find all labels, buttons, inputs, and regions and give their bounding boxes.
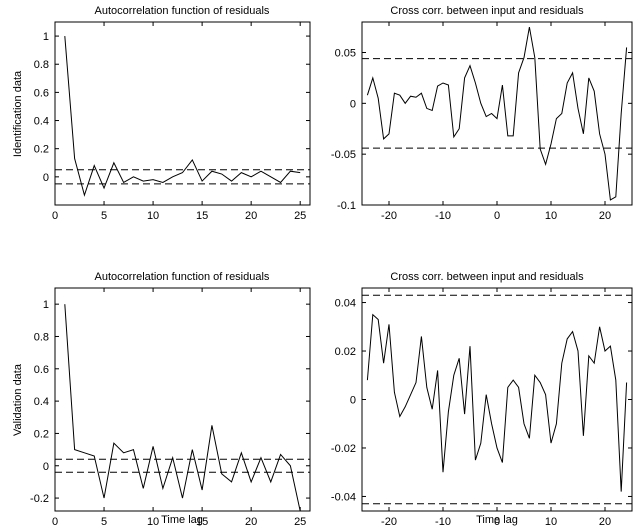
panel-3-title: Autocorrelation function of residuals <box>95 271 270 283</box>
panel-3-xtick-label: 10 <box>147 516 159 526</box>
panel-1-confidence-bounds <box>55 169 310 185</box>
panel-3-xtick-label: 5 <box>101 516 107 526</box>
panel-validation-crosscorr: Cross corr. between input and residuals … <box>331 271 633 526</box>
panel-1-ytick-label: 0 <box>43 172 49 184</box>
panel-1-title: Autocorrelation function of residuals <box>95 5 270 17</box>
panel-2-xtick-label: -10 <box>435 210 451 222</box>
panel-2-ytick-label: 0.05 <box>335 48 356 60</box>
panel-3-ticks: 0 5 10 15 20 25 -0.2 0 0.2 0.4 0.6 0.8 1 <box>30 288 310 526</box>
panel-1-xtick-label: 5 <box>101 210 107 222</box>
panel-1-ytick-label: 0.4 <box>34 116 49 128</box>
panel-1-xtick-label: 10 <box>147 210 159 222</box>
panel-2-ytick-label: 0 <box>350 98 356 110</box>
panel-4-xtick-label: -10 <box>435 516 451 526</box>
panel-1-xtick-label: 15 <box>196 210 208 222</box>
panel-3-xtick-label: 20 <box>245 516 257 526</box>
panel-3-ytick-label: 0.2 <box>34 428 49 440</box>
panel-3-ylabel: Validation data <box>12 363 24 436</box>
panel-4-xtick-label: -20 <box>381 516 397 526</box>
panel-3-xtick-label: 15 <box>196 516 208 526</box>
panel-1-series-line <box>64 36 301 197</box>
panel-4-ytick-label: -0.04 <box>331 491 356 503</box>
panel-1-ticks: 0 5 10 15 20 25 0 0.2 0.4 0.6 0.8 1 <box>34 22 310 222</box>
panel-2-xtick-label: 10 <box>545 210 557 222</box>
panel-3-ytick-label: 0.6 <box>34 364 49 376</box>
panel-4-axes <box>361 287 633 512</box>
panel-4-xtick-label: 0 <box>494 516 500 526</box>
panel-1-ytick-label: 0.8 <box>34 59 49 71</box>
panel-1-ytick-label: 0.6 <box>34 87 49 99</box>
panel-4-xtick-label: 10 <box>545 516 557 526</box>
panel-4-xtick-label: 20 <box>599 516 611 526</box>
panel-1-xtick-label: 25 <box>294 210 306 222</box>
panel-4-ytick-label: 0.02 <box>335 346 356 358</box>
panel-1-ylabel: Identification data <box>12 70 24 157</box>
panel-1-ytick-label: 1 <box>43 31 49 43</box>
panel-3-axes <box>54 287 311 512</box>
panel-3-series-line <box>64 304 301 512</box>
panel-4-ytick-label: -0.02 <box>331 443 356 455</box>
panel-4-ticks: -20 -10 0 10 20 -0.04 -0.02 0 0.02 0.04 <box>331 288 632 526</box>
panel-4-series-line <box>366 313 628 492</box>
panel-2-ytick-label: -0.1 <box>337 200 356 212</box>
panel-2-xtick-label: -20 <box>381 210 397 222</box>
panel-3-ytick-label: -0.2 <box>30 493 49 505</box>
panel-2-xtick-label: 0 <box>494 210 500 222</box>
panel-4-confidence-bounds <box>362 294 632 505</box>
panel-2-ytick-label: -0.05 <box>331 149 356 161</box>
panel-3-confidence-bounds <box>55 458 310 473</box>
panel-validation-autocorr: Autocorrelation function of residuals Va… <box>12 271 311 526</box>
panel-2-xtick-label: 20 <box>599 210 611 222</box>
panel-2-axes <box>361 21 633 206</box>
panel-1-ytick-label: 0.2 <box>34 144 49 156</box>
panel-2-series-line <box>366 26 628 201</box>
panel-3-ytick-label: 0 <box>43 461 49 473</box>
panel-4-xlabel: Time lag <box>476 514 518 526</box>
panel-3-ytick-label: 0.8 <box>34 331 49 343</box>
panel-3-xtick-label: 0 <box>52 516 58 526</box>
panel-identification-crosscorr: Cross corr. between input and residuals … <box>331 5 633 222</box>
panel-3-xtick-label: 25 <box>294 516 306 526</box>
panel-1-xtick-label: 0 <box>52 210 58 222</box>
panel-4-ytick-label: 0 <box>350 395 356 407</box>
panel-1-xtick-label: 20 <box>245 210 257 222</box>
panel-identification-autocorr: Autocorrelation function of residuals Id… <box>12 5 311 222</box>
panel-2-confidence-bounds <box>362 58 632 149</box>
panel-4-ytick-label: 0.04 <box>335 298 356 310</box>
panel-2-title: Cross corr. between input and residuals <box>390 5 584 17</box>
panel-2-ticks: -20 -10 0 10 20 -0.1 -0.05 0 0.05 <box>331 22 632 222</box>
panel-3-ytick-label: 0.4 <box>34 396 49 408</box>
panel-3-xlabel: Time lag <box>161 514 203 526</box>
panel-3-ytick-label: 1 <box>43 299 49 311</box>
panel-4-title: Cross corr. between input and residuals <box>390 271 584 283</box>
